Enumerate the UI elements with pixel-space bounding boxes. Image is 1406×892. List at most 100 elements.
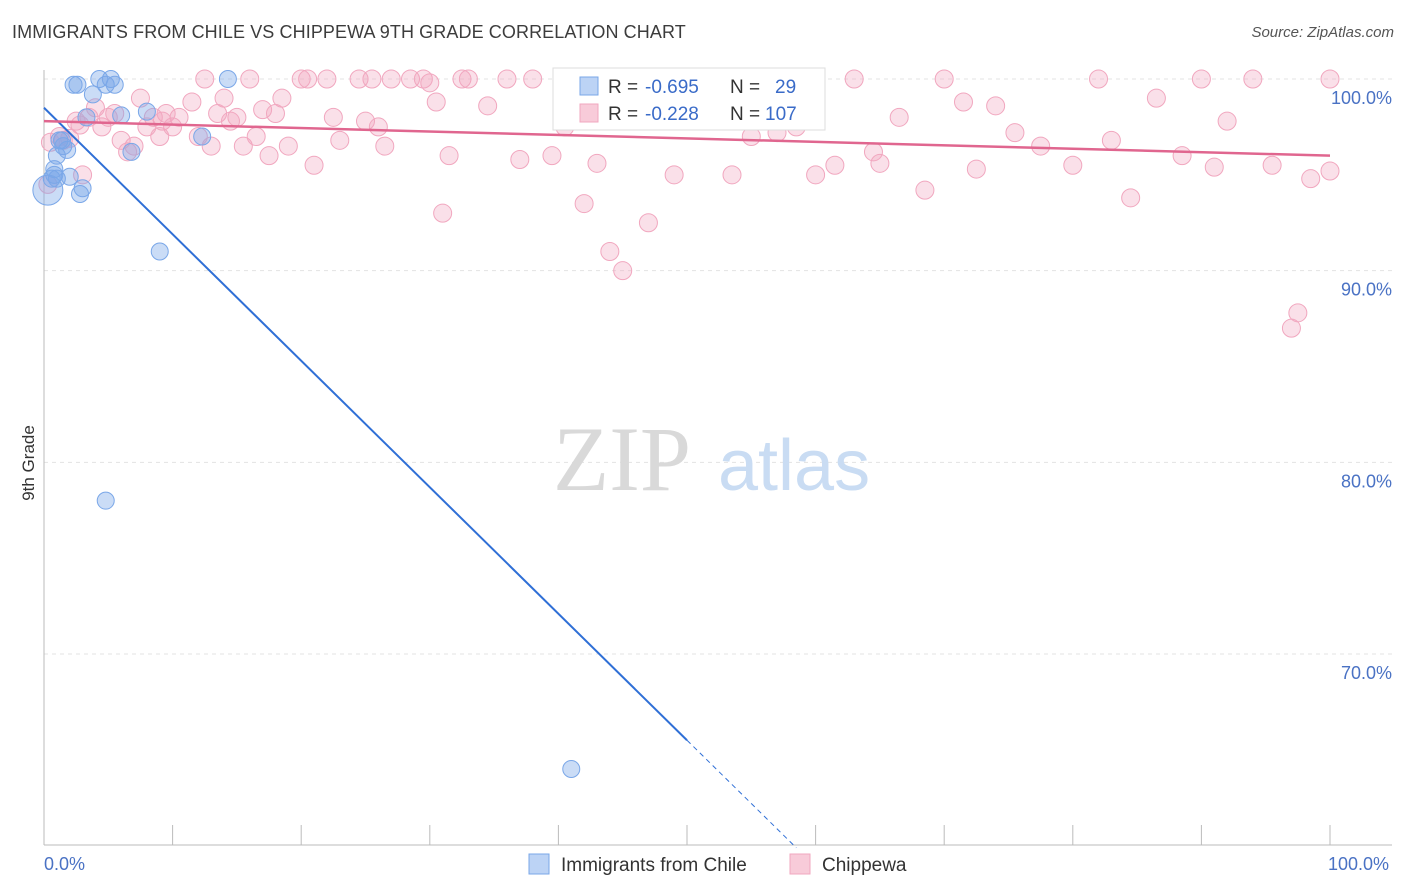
source-label: Source: ZipAtlas.com — [1251, 24, 1394, 41]
point-chippewa-31 — [259, 146, 279, 166]
legend-r-label-chippewa: R = — [608, 104, 638, 125]
point-chippewa-80 — [1005, 123, 1025, 143]
point-chippewa-42 — [368, 117, 388, 137]
legend: R = -0.695 N = 29 R = -0.228 N = 107 — [552, 67, 826, 131]
watermark-atlas: atlas — [718, 426, 870, 506]
point-chippewa-2 — [53, 130, 73, 150]
bottom-legend-swatch-chile — [528, 853, 550, 875]
bottom-legend-swatch-chippewa — [789, 853, 811, 875]
point-chile-22 — [193, 127, 212, 146]
point-chippewa-29 — [246, 127, 266, 146]
legend-n-chippewa: 107 — [765, 104, 797, 125]
bottom-legend: Immigrants from Chile Chippewa — [528, 853, 907, 876]
point-chile-15 — [96, 75, 115, 94]
point-chippewa-16 — [150, 127, 170, 146]
point-chippewa-18 — [163, 117, 183, 137]
legend-r-label-chile: R = — [608, 77, 638, 98]
point-chippewa-21 — [188, 127, 208, 146]
point-chippewa-60 — [613, 261, 633, 281]
point-chippewa-34 — [291, 69, 311, 89]
point-chippewa-49 — [439, 146, 459, 166]
trend-lines — [43, 107, 1331, 849]
point-chippewa-44 — [381, 69, 401, 89]
y-tick-labels: 100.0% 90.0% 80.0% 70.0% — [1331, 88, 1392, 683]
bottom-legend-label-chippewa: Chippewa — [822, 855, 907, 876]
point-chile-23 — [218, 70, 237, 88]
y-tick-2: 80.0% — [1341, 471, 1392, 491]
point-chippewa-33 — [278, 136, 298, 156]
bottom-legend-label-chile: Immigrants from Chile — [561, 855, 747, 876]
point-chippewa-87 — [1172, 146, 1192, 166]
legend-n-label-chippewa: N = — [730, 104, 760, 125]
point-chippewa-106 — [452, 69, 472, 89]
watermark: ZIP atlas — [553, 408, 870, 510]
point-chippewa-102 — [240, 69, 260, 89]
point-chile-21 — [150, 242, 169, 261]
point-chippewa-54 — [523, 69, 543, 89]
point-chippewa-20 — [182, 92, 202, 112]
point-chippewa-23 — [201, 136, 221, 156]
point-chile-27 — [562, 760, 581, 778]
point-chippewa-36 — [304, 155, 324, 175]
legend-r-chippewa: -0.228 — [645, 104, 699, 125]
point-chippewa-70 — [825, 155, 845, 175]
point-chippewa-97 — [1320, 161, 1340, 181]
point-chippewa-104 — [362, 69, 382, 89]
point-chile-25 — [53, 131, 72, 150]
point-chippewa-28 — [233, 136, 253, 156]
point-chippewa-76 — [934, 69, 954, 89]
point-chippewa-73 — [870, 153, 890, 173]
legend-swatch-chippewa — [579, 103, 599, 123]
point-chippewa-92 — [1262, 155, 1282, 175]
y-tick-0: 100.0% — [1331, 88, 1392, 108]
point-chippewa-22 — [195, 69, 215, 89]
point-chippewa-83 — [1089, 69, 1109, 89]
point-chippewa-59 — [600, 242, 620, 261]
point-chippewa-71 — [844, 69, 864, 89]
point-chippewa-91 — [1243, 69, 1263, 89]
point-chippewa-30 — [253, 100, 273, 120]
point-chippewa-53 — [510, 150, 530, 169]
point-chippewa-84 — [1101, 130, 1121, 150]
trend-chippewa — [43, 119, 1331, 157]
point-chippewa-11 — [111, 130, 131, 150]
point-chile-17 — [105, 75, 124, 94]
point-chippewa-100 — [118, 142, 138, 162]
x-tick-max: 100.0% — [1328, 854, 1389, 874]
point-chippewa-89 — [1204, 157, 1224, 177]
chart-title: IMMIGRANTS FROM CHILE VS CHIPPEWA 9TH GR… — [12, 22, 686, 42]
point-chippewa-37 — [317, 69, 337, 89]
point-chippewa-63 — [664, 165, 684, 185]
y-tick-3: 70.0% — [1341, 663, 1392, 683]
legend-r-chile: -0.695 — [645, 77, 699, 98]
point-chippewa-51 — [478, 96, 498, 116]
legend-swatch-chile — [579, 76, 599, 96]
point-chippewa-78 — [966, 159, 986, 179]
point-chippewa-47 — [426, 92, 446, 112]
grid-lines — [44, 78, 1392, 655]
point-chippewa-39 — [330, 130, 350, 150]
point-chippewa-55 — [542, 146, 562, 166]
point-chippewa-103 — [272, 88, 292, 108]
point-chippewa-81 — [1031, 136, 1051, 156]
watermark-zip: ZIP — [553, 408, 691, 510]
point-chippewa-27 — [227, 107, 247, 127]
y-axis-label: 9th Grade — [19, 425, 38, 501]
point-chippewa-7 — [85, 98, 105, 118]
point-chippewa-48 — [433, 203, 453, 223]
point-chippewa-69 — [806, 165, 826, 185]
point-chippewa-50 — [458, 69, 478, 89]
point-chippewa-90 — [1217, 111, 1237, 131]
point-chippewa-86 — [1146, 88, 1166, 108]
point-chippewa-57 — [574, 194, 594, 214]
point-chippewa-94 — [1288, 303, 1308, 323]
point-chippewa-43 — [375, 136, 395, 156]
trend-chile-extension — [686, 739, 797, 849]
point-chippewa-105 — [420, 73, 440, 93]
legend-n-label-chile: N = — [730, 77, 760, 98]
point-chile-20 — [137, 102, 156, 121]
point-chippewa-96 — [1320, 69, 1340, 89]
point-chippewa-52 — [497, 69, 517, 89]
point-chile-9 — [68, 75, 87, 94]
